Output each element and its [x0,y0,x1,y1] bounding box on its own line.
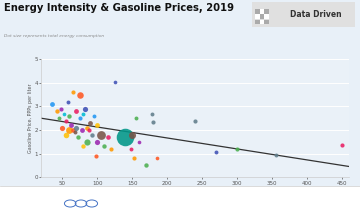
Point [112,80,118,84]
Point [81,112,86,115]
Point [94,140,100,143]
Point [234,147,240,151]
Point [89,133,95,136]
X-axis label: Energy Use, kg of oil equivalent per $1000 GDP PPP: Energy Use, kg of oil equivalent per $10… [132,187,258,192]
Point [70,128,76,132]
Point [75,135,81,139]
Point [65,100,71,104]
Point [128,147,134,151]
Point [93,154,99,158]
Point [61,112,67,115]
Point [67,128,72,132]
Point [87,121,93,125]
Point [131,156,137,160]
Point [339,144,345,147]
Point [91,114,97,118]
Point [79,128,85,132]
Point [193,119,198,122]
Text: Source:: Source: [227,201,251,206]
Point [98,133,104,136]
Point [94,124,100,127]
Point [133,116,139,120]
Point [72,131,78,134]
Point [130,133,135,136]
Text: Energy Intensity & Gasoline Prices, 2019: Energy Intensity & Gasoline Prices, 2019 [4,3,234,13]
Point [102,145,107,148]
Point [82,107,87,111]
Point [54,109,60,113]
Point [56,116,62,120]
Point [122,135,128,139]
Point [59,126,65,129]
Point [273,153,279,156]
Point [149,112,155,115]
Point [73,126,79,129]
Y-axis label: Gasoline Price, PPPs per liter: Gasoline Price, PPPs per liter [28,83,33,153]
Point [213,151,219,154]
Point [67,114,72,118]
Point [143,164,149,167]
Point [63,119,69,122]
Point [63,133,69,136]
Point [49,102,55,106]
Point [73,109,79,113]
Point [154,156,160,160]
Point [81,145,86,148]
Point [68,124,74,127]
Point [84,126,90,129]
Text: Data Driven: Data Driven [290,10,341,19]
Point [77,116,83,120]
Point [136,140,142,143]
Point [105,135,111,139]
Text: Knoema, Energy Consumption: Knoema, Energy Consumption [243,201,328,206]
Point [58,107,64,111]
Point [70,91,76,94]
Point [108,147,114,151]
Point [150,120,156,124]
Point [84,140,90,143]
Text: Dot size represents total energy consumption: Dot size represents total energy consump… [4,34,104,38]
Point [77,93,83,96]
Text: knoema: knoema [5,194,58,207]
Point [86,128,92,132]
